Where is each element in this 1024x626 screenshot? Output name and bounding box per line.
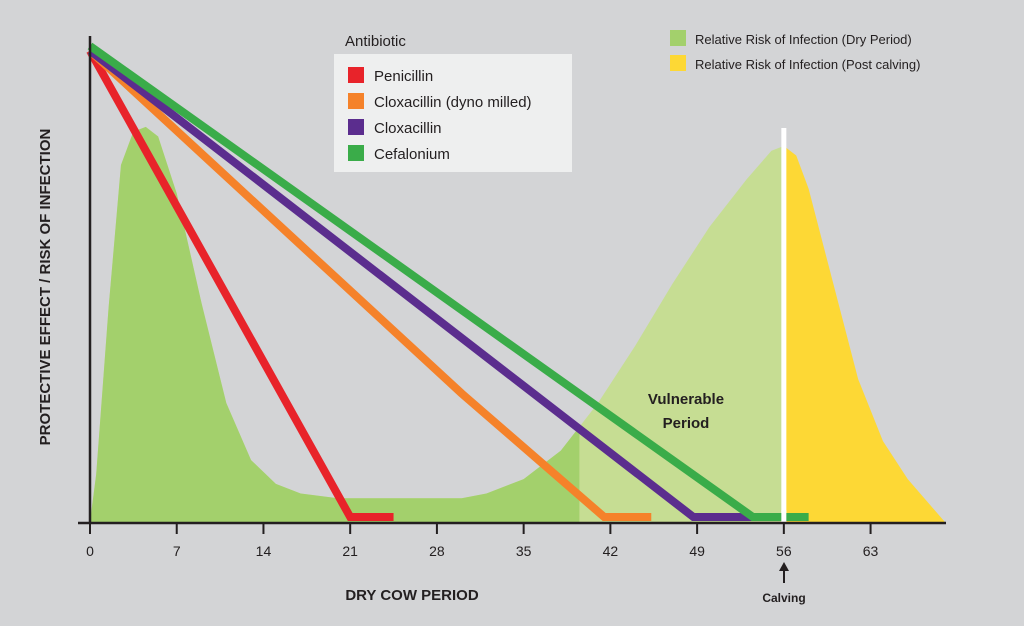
legend-label: Cefalonium [374, 146, 450, 163]
x-tick-label: 42 [603, 543, 619, 559]
vulnerable-label-line2: Period [663, 415, 710, 432]
antibiotic-lines [86, 42, 809, 522]
legend-swatch [348, 145, 364, 161]
area-dry-period [90, 126, 580, 522]
area-dry-period-light [90, 126, 784, 523]
legend-label: Cloxacillin [374, 120, 442, 137]
x-tick-label: 0 [86, 543, 94, 559]
x-tick-label: 35 [516, 543, 532, 559]
antibiotic-legend: Penicillin Cloxacillin (dyno milled) Cloxa… [348, 67, 532, 163]
vulnerable-label-line1: Vulnerable [648, 391, 724, 408]
x-tick-label: 56 [776, 543, 792, 559]
x-tick-label: 21 [342, 543, 358, 559]
legend-title: Antibiotic [345, 33, 406, 50]
x-tick-label: 7 [173, 543, 181, 559]
x-tick-label: 14 [256, 543, 272, 559]
risk-areas [90, 126, 945, 523]
x-axis-label: DRY COW PERIOD [345, 587, 479, 604]
series-line-cefalonium [87, 42, 809, 521]
legend-swatch [348, 67, 364, 83]
legend-box [334, 54, 572, 172]
legend-label: Penicillin [374, 68, 433, 85]
y-axis-label: PROTECTIVE EFFECT / RISK OF INFECTION [37, 129, 54, 446]
legend-label-post: Relative Risk of Infection (Post calving… [695, 57, 920, 72]
legend-label: Cloxacillin (dyno milled) [374, 94, 532, 111]
x-ticks: 0 7 14 21 28 35 42 49 56 63 [86, 523, 879, 559]
x-tick-label: 49 [689, 543, 705, 559]
calving-label: Calving [762, 591, 805, 605]
legend-swatch [348, 93, 364, 109]
legend-swatch-post [670, 55, 686, 71]
area-post-calving [783, 145, 945, 522]
series-line-cloxacillin-dyno-milled [87, 47, 652, 521]
legend-swatch [348, 119, 364, 135]
legend-label-dry: Relative Risk of Infection (Dry Period) [695, 32, 912, 47]
calving-arrow-icon [779, 562, 789, 583]
legend-swatch-dry [670, 30, 686, 46]
x-tick-label: 28 [429, 543, 445, 559]
series-line-penicillin [86, 48, 394, 521]
x-tick-label: 63 [863, 543, 879, 559]
